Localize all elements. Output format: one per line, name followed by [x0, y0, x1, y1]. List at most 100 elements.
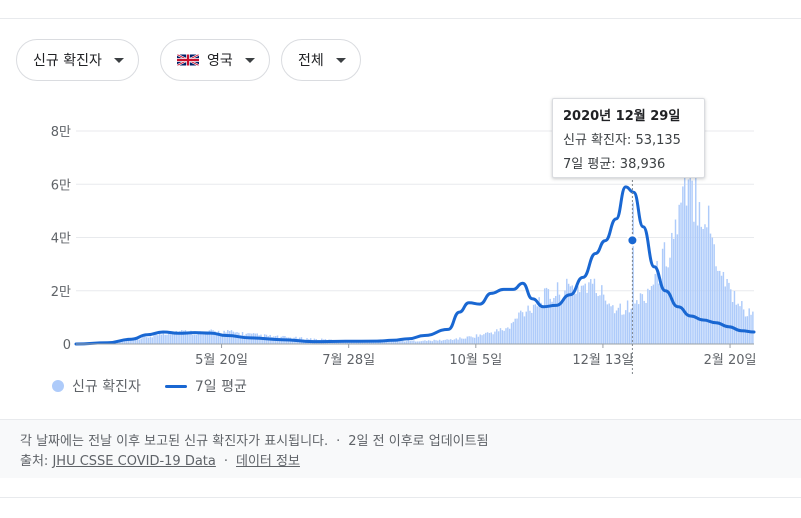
- daily-bar: [203, 331, 205, 344]
- y-tick-label: 0: [63, 338, 71, 353]
- range-dropdown[interactable]: 전체: [281, 39, 361, 81]
- daily-bar: [532, 304, 535, 344]
- daily-bar: [429, 340, 432, 344]
- source-prefix: 출처:: [20, 454, 49, 469]
- daily-bar: [525, 311, 527, 344]
- daily-bar: [706, 227, 708, 344]
- country-dropdown[interactable]: 영국: [160, 39, 270, 81]
- daily-bar: [492, 334, 494, 344]
- daily-bar: [573, 290, 575, 344]
- daily-bar: [470, 336, 472, 344]
- daily-bar: [481, 335, 483, 344]
- cases-chart[interactable]: 0 2만 4만 6만 8만 5월 20일 7월 28일 10월 5일 12월 13일 2월 20…: [0, 95, 801, 380]
- daily-bar: [431, 341, 434, 344]
- daily-bar: [531, 312, 533, 344]
- daily-bar: [433, 339, 435, 344]
- daily-bar: [444, 339, 446, 344]
- daily-bar: [709, 233, 712, 344]
- daily-bar: [483, 334, 485, 344]
- daily-bar: [630, 308, 633, 344]
- daily-bar: [680, 202, 682, 344]
- daily-bar: [385, 341, 387, 344]
- data-info-link[interactable]: 데이터 정보: [236, 454, 300, 469]
- daily-bar: [171, 333, 174, 344]
- bar-legend-label: 신규 확진자: [72, 379, 141, 395]
- daily-bar: [641, 294, 644, 344]
- daily-bar: [383, 340, 386, 344]
- caret-down-icon: [244, 57, 255, 63]
- daily-bar: [571, 285, 574, 344]
- daily-bar: [674, 219, 677, 344]
- daily-bar: [446, 339, 448, 344]
- daily-bar: [217, 330, 220, 344]
- daily-bar: [389, 341, 391, 344]
- daily-bar: [617, 307, 620, 344]
- metric-dropdown[interactable]: 신규 확진자: [16, 39, 139, 81]
- daily-bar: [643, 300, 645, 344]
- daily-bar: [262, 337, 264, 344]
- daily-bar: [426, 340, 428, 344]
- daily-bar: [133, 339, 135, 344]
- daily-bar: [415, 341, 417, 344]
- daily-bar: [654, 273, 656, 344]
- daily-bar: [221, 334, 223, 344]
- daily-bar: [656, 260, 658, 344]
- daily-bar: [453, 339, 456, 344]
- daily-bar: [648, 290, 651, 344]
- daily-bar: [192, 334, 194, 344]
- daily-bar: [123, 340, 126, 344]
- daily-bar: [687, 179, 690, 344]
- daily-bar: [551, 301, 553, 344]
- daily-bar: [601, 285, 603, 344]
- daily-bar: [398, 341, 400, 344]
- daily-bar: [442, 340, 445, 344]
- daily-bar: [621, 314, 623, 344]
- daily-bar: [488, 333, 491, 344]
- footer-source-line: 출처: JHU CSSE COVID-19 Data · 데이터 정보: [20, 454, 300, 469]
- daily-bar: [715, 266, 717, 344]
- daily-bar: [619, 303, 621, 344]
- daily-bar: [468, 336, 470, 344]
- daily-bar: [604, 300, 607, 344]
- daily-bar: [228, 331, 231, 344]
- x-tick-label: 10월 5일: [449, 353, 502, 368]
- daily-bar: [730, 289, 732, 344]
- daily-bar: [243, 335, 246, 344]
- daily-bar: [562, 301, 564, 344]
- daily-bar: [599, 295, 601, 344]
- bottom-divider: [0, 497, 801, 498]
- daily-bar: [409, 340, 411, 344]
- daily-bar: [523, 316, 526, 344]
- daily-bar: [153, 335, 155, 344]
- daily-bar: [615, 310, 618, 344]
- daily-bar: [750, 314, 752, 344]
- daily-bar: [707, 205, 710, 344]
- daily-bar: [440, 340, 443, 344]
- daily-bar: [186, 333, 188, 344]
- daily-bar: [678, 204, 680, 344]
- daily-bar: [507, 327, 509, 344]
- daily-bar: [671, 232, 673, 344]
- daily-bar: [411, 340, 413, 344]
- daily-bar: [741, 301, 743, 344]
- daily-bar: [739, 306, 741, 344]
- daily-bar: [693, 221, 695, 344]
- y-tick-label: 8만: [51, 125, 71, 140]
- daily-bar: [232, 331, 235, 344]
- footer-note-line: 각 날짜에는 전날 이후 보고된 신규 확진자가 표시됩니다. · 2일 전 이후로…: [20, 434, 489, 449]
- daily-bar: [387, 340, 389, 344]
- daily-bar: [496, 329, 498, 344]
- daily-bar: [626, 300, 629, 344]
- daily-bar: [720, 275, 723, 344]
- daily-bar: [168, 333, 170, 344]
- daily-bar: [612, 305, 614, 344]
- source-link[interactable]: JHU CSSE COVID-19 Data: [52, 454, 216, 469]
- daily-bar: [372, 341, 375, 344]
- daily-bar: [639, 293, 642, 344]
- daily-bar: [512, 321, 515, 344]
- range-dropdown-label: 전체: [298, 53, 324, 69]
- daily-bar: [623, 314, 625, 344]
- daily-bar: [711, 237, 714, 344]
- daily-bar: [602, 294, 605, 344]
- daily-bar: [125, 339, 128, 344]
